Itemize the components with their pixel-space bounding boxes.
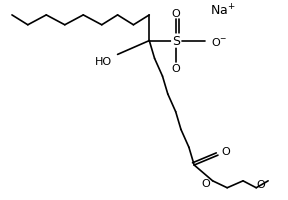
Text: S: S (172, 35, 180, 48)
Text: O: O (202, 178, 211, 188)
Text: O: O (171, 64, 180, 74)
Text: Na$^{+}$: Na$^{+}$ (211, 3, 236, 19)
Text: O$^{-}$: O$^{-}$ (211, 35, 228, 47)
Text: O: O (221, 146, 230, 156)
Text: O: O (257, 179, 265, 189)
Text: HO: HO (94, 57, 112, 67)
Text: O: O (171, 9, 180, 19)
